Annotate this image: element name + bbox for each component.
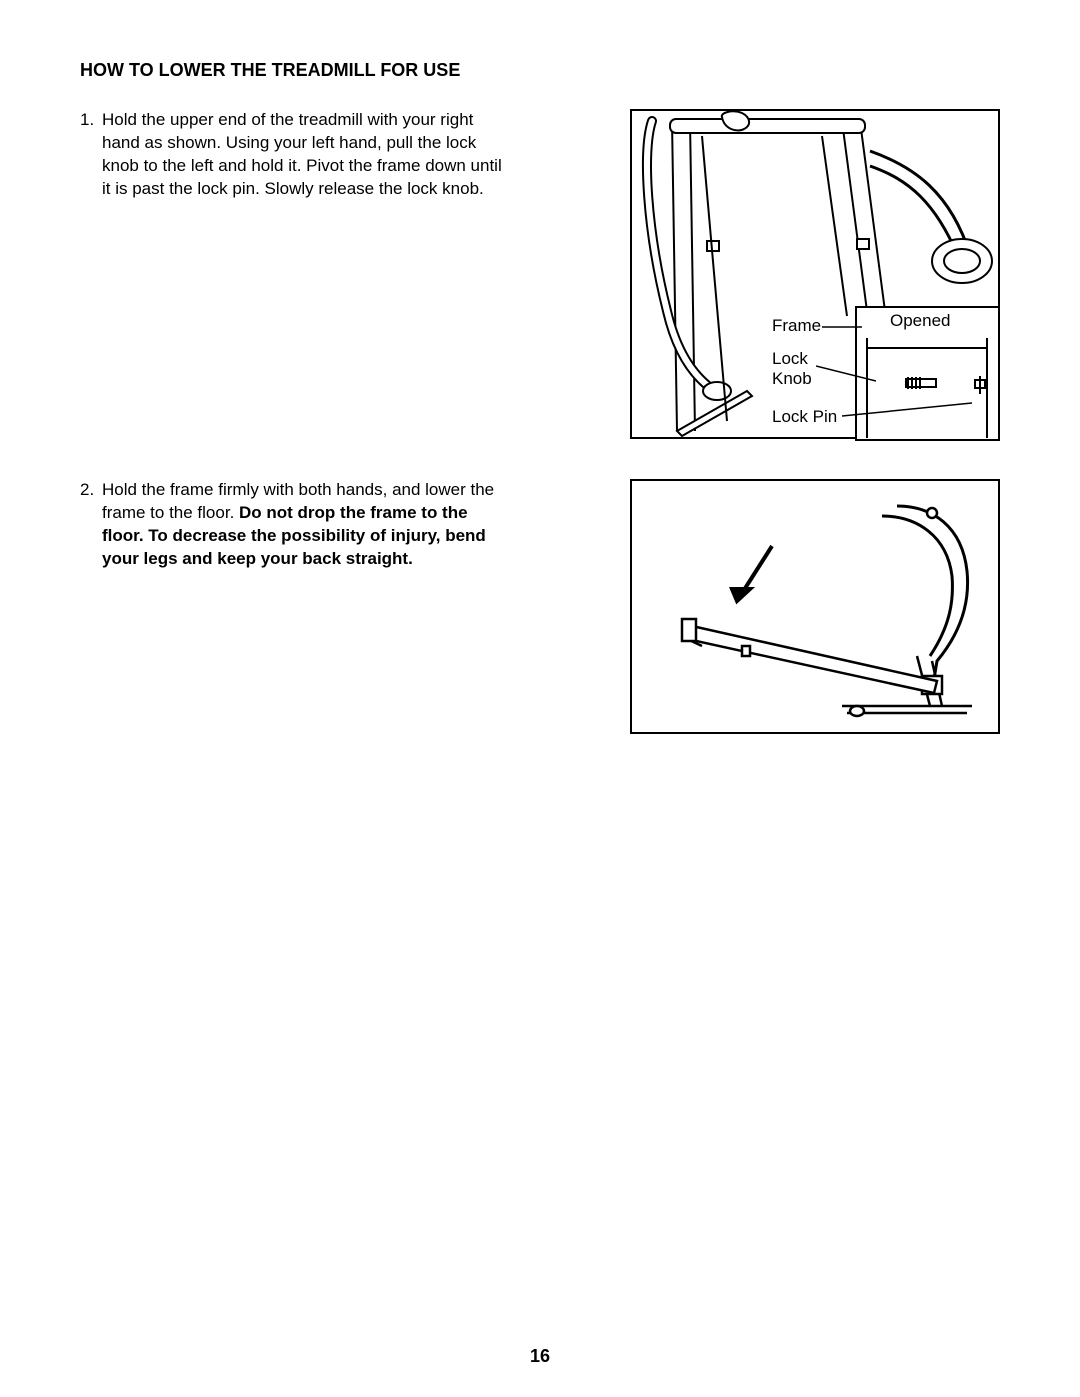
text-column-2: 2. Hold the frame firmly with both hands… bbox=[80, 479, 530, 571]
label-lockpin-line bbox=[842, 401, 972, 421]
section-title: HOW TO LOWER THE TREADMILL FOR USE bbox=[80, 60, 1000, 81]
text-column-1: 1. Hold the upper end of the treadmill w… bbox=[80, 109, 530, 201]
list-number-1: 1. bbox=[80, 109, 102, 201]
label-lockknob-line bbox=[816, 363, 876, 383]
label-opened: Opened bbox=[890, 311, 951, 331]
list-item-2: 2. Hold the frame firmly with both hands… bbox=[80, 479, 510, 571]
list-text-2: Hold the frame firmly with both hands, a… bbox=[102, 479, 510, 571]
list-text-1: Hold the upper end of the treadmill with… bbox=[102, 109, 510, 201]
row-step-2: 2. Hold the frame firmly with both hands… bbox=[80, 479, 1000, 734]
list-number-2: 2. bbox=[80, 479, 102, 571]
row-step-1: 1. Hold the upper end of the treadmill w… bbox=[80, 109, 1000, 439]
figure-2-svg bbox=[632, 481, 1002, 736]
label-lock-pin: Lock Pin bbox=[772, 407, 837, 427]
figure-2 bbox=[630, 479, 1000, 734]
page-container: HOW TO LOWER THE TREADMILL FOR USE 1. Ho… bbox=[0, 0, 1080, 1397]
list-item-1: 1. Hold the upper end of the treadmill w… bbox=[80, 109, 510, 201]
label-frame: Frame bbox=[772, 316, 821, 336]
page-number: 16 bbox=[0, 1346, 1080, 1367]
label-lock-knob: Lock Knob bbox=[772, 349, 812, 389]
label-frame-line bbox=[822, 324, 862, 330]
figure-1: Frame Opened Lock Knob Lock Pin bbox=[630, 109, 1000, 439]
figure-column-2 bbox=[630, 479, 1000, 734]
figure-column-1: Frame Opened Lock Knob Lock Pin bbox=[630, 109, 1000, 439]
